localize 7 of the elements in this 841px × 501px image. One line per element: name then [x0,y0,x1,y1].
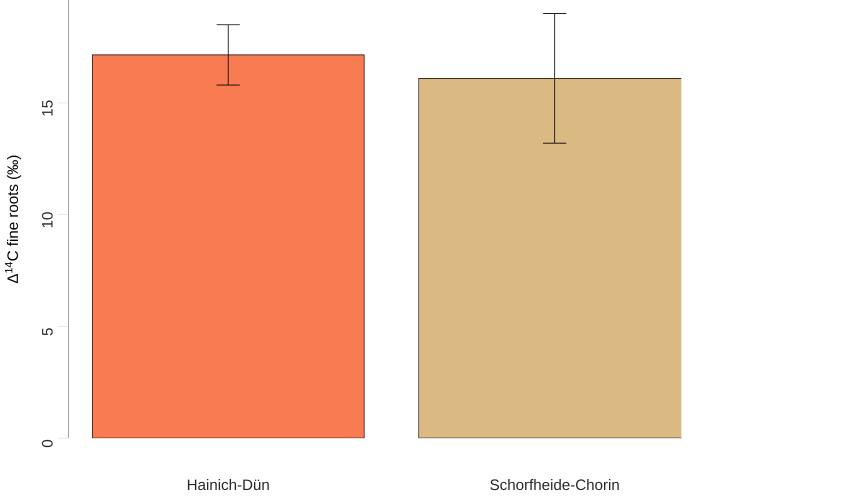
x-tick-label: Hainich-Dün [188,479,269,490]
y-axis-title: Δ$^{14}$C fine roots (‰) [5,156,22,284]
y-tick-label: 5 [42,328,53,336]
x-tick-label: Schorfheide-Chorin [490,479,619,490]
y-tick-label: 15 [42,100,53,116]
y-tick-label: 10 [42,212,53,228]
y-tick-label: 0 [42,440,53,448]
